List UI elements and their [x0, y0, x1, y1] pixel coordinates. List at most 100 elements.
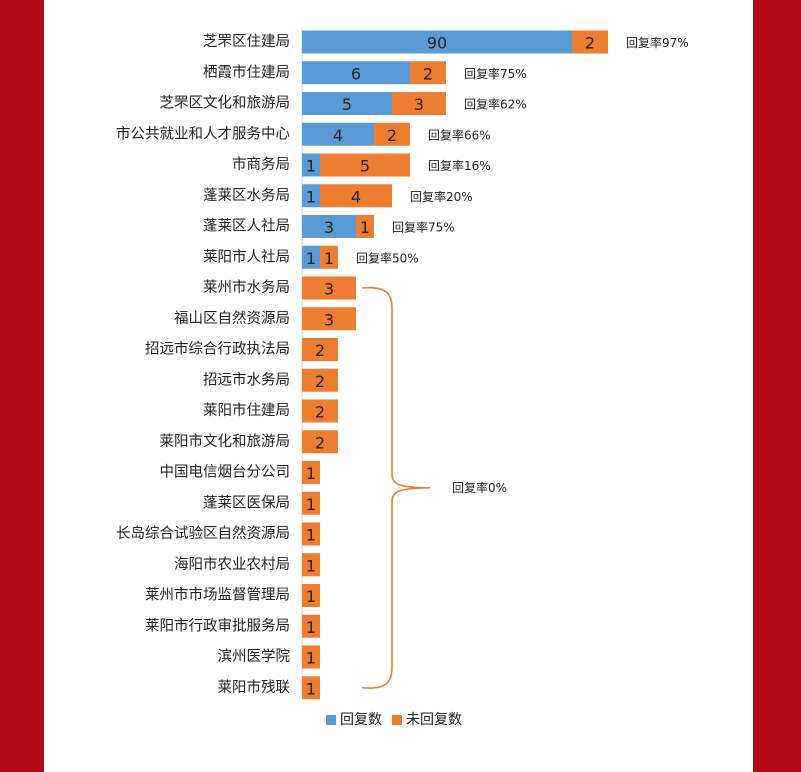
data-label-replied: 1	[306, 157, 316, 176]
data-label-replied: 90	[427, 34, 447, 53]
data-label-unreplied: 4	[351, 187, 361, 206]
reply-rate-label: 回复率75%	[464, 66, 527, 81]
data-label-replied: 5	[342, 95, 352, 114]
bar-unreplied	[572, 30, 608, 54]
category-label: 栖霞市住建局	[203, 64, 290, 81]
category-label: 蓬莱区水务局	[203, 187, 290, 204]
data-label-replied: 1	[306, 187, 316, 206]
category-label: 市商务局	[232, 156, 290, 173]
bar-unreplied	[302, 276, 356, 300]
bar-unreplied	[356, 215, 374, 238]
legend-swatch-unreplied	[392, 715, 402, 725]
reply-rate-label: 回复率50%	[356, 250, 419, 265]
bar-unreplied	[302, 676, 320, 700]
category-label: 莱州市水务局	[203, 279, 290, 296]
bar-unreplied	[410, 61, 446, 85]
data-label-unreplied: 1	[306, 618, 316, 637]
category-label: 海阳市农业农村局	[174, 556, 290, 573]
bar-unreplied	[392, 92, 446, 115]
reply-rate-label: 回复率62%	[464, 97, 527, 112]
data-label-unreplied: 3	[414, 95, 424, 114]
bar-replied	[302, 153, 320, 177]
bar-unreplied	[320, 184, 392, 208]
category-label: 莱阳市住建局	[203, 402, 290, 419]
data-label-unreplied: 2	[585, 34, 595, 53]
bar-unreplied	[302, 584, 320, 607]
bar-unreplied	[302, 338, 338, 361]
data-label-replied: 4	[333, 126, 343, 145]
data-label-unreplied: 1	[306, 526, 316, 545]
data-label-unreplied: 2	[315, 433, 325, 452]
bar-unreplied	[374, 122, 410, 146]
data-label-unreplied: 5	[360, 157, 370, 176]
category-label: 长岛综合试验区自然资源局	[116, 525, 290, 542]
bar-replied	[302, 30, 572, 54]
bar-unreplied	[302, 399, 338, 423]
category-label: 滨州医学院	[218, 648, 291, 665]
bar-replied	[302, 215, 356, 238]
group-reply-rate-label: 回复率0%	[452, 480, 507, 495]
legend-label-unreplied: 未回复数	[406, 711, 462, 728]
bar-replied	[302, 122, 374, 146]
data-label-unreplied: 1	[306, 587, 316, 606]
reply-rate-label: 回复率97%	[626, 35, 689, 50]
data-label-unreplied: 1	[306, 464, 316, 483]
data-label-unreplied: 3	[324, 280, 334, 299]
data-label-unreplied: 3	[324, 310, 334, 329]
data-label-replied: 1	[306, 249, 316, 268]
bar-unreplied	[302, 645, 320, 669]
reply-rate-label: 回复率66%	[428, 127, 491, 142]
category-label: 芝罘区文化和旅游局	[160, 95, 291, 112]
data-label-replied: 6	[351, 64, 361, 83]
category-label: 福山区自然资源局	[174, 310, 290, 327]
data-label-unreplied: 2	[315, 341, 325, 360]
bar-unreplied	[320, 153, 410, 177]
bar-replied	[302, 184, 320, 208]
category-label: 莱阳市行政审批服务局	[145, 617, 290, 634]
data-label-unreplied: 1	[324, 249, 334, 268]
bar-unreplied	[302, 307, 356, 331]
category-label: 芝罘区住建局	[203, 33, 290, 50]
data-label-unreplied: 2	[387, 126, 397, 145]
bar-unreplied	[302, 368, 338, 392]
left-frame-border	[0, 0, 44, 772]
reply-rate-chart: 芝罘区住建局 90 2 回复率97% 栖霞市住建局 6 2 回复率75% 芝罘区文化和旅游局 5 3…	[116, 28, 689, 728]
data-label-unreplied: 2	[315, 372, 325, 391]
category-label: 莱阳市残联	[218, 679, 291, 696]
data-label-unreplied: 1	[306, 679, 316, 698]
chart-panel: 芝罘区住建局 90 2 回复率97% 栖霞市住建局 6 2 回复率75% 芝罘区文化和旅游局 5 3…	[44, 0, 753, 772]
bar-unreplied	[320, 245, 338, 269]
category-label: 莱阳市人社局	[203, 248, 290, 265]
bar-replied	[302, 92, 392, 115]
category-label: 蓬莱区人社局	[203, 218, 290, 235]
data-label-unreplied: 1	[306, 495, 316, 514]
category-label: 招远市综合行政执法局	[145, 341, 290, 358]
category-label: 莱阳市文化和旅游局	[160, 433, 291, 450]
category-label: 中国电信烟台分公司	[160, 464, 291, 481]
bar-unreplied	[302, 461, 320, 484]
data-label-replied: 3	[324, 218, 334, 237]
right-frame-border	[753, 0, 801, 772]
category-label: 蓬莱区医保局	[203, 494, 290, 511]
bar-unreplied	[302, 522, 320, 546]
reply-rate-label: 回复率75%	[392, 220, 455, 235]
category-label: 招远市水务局	[203, 371, 290, 388]
bar-replied	[302, 61, 410, 85]
bar-unreplied	[302, 430, 338, 454]
data-label-unreplied: 1	[306, 649, 316, 668]
data-label-unreplied: 2	[315, 403, 325, 422]
category-label: 市公共就业和人才服务中心	[116, 125, 290, 142]
bar-unreplied	[302, 553, 320, 577]
bar-unreplied	[302, 614, 320, 638]
bar-unreplied	[302, 491, 320, 515]
category-label: 莱州市市场监督管理局	[145, 587, 290, 604]
zero-reply-bracket	[361, 286, 431, 689]
data-label-unreplied: 1	[306, 556, 316, 575]
reply-rate-label: 回复率16%	[428, 158, 491, 173]
reply-rate-label: 回复率20%	[410, 189, 473, 204]
data-label-unreplied: 1	[360, 218, 370, 237]
legend-swatch-replied	[326, 715, 336, 725]
bar-replied	[302, 245, 320, 269]
legend-label-replied: 回复数	[340, 711, 382, 728]
data-label-unreplied: 2	[423, 64, 433, 83]
